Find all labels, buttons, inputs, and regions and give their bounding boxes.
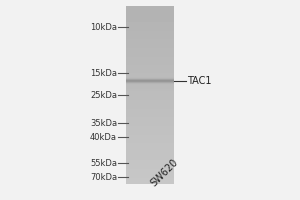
Text: 40kDa: 40kDa bbox=[90, 132, 117, 142]
Text: 55kDa: 55kDa bbox=[90, 158, 117, 168]
Text: 35kDa: 35kDa bbox=[90, 118, 117, 128]
Text: TAC1: TAC1 bbox=[188, 76, 212, 86]
Text: SW620: SW620 bbox=[149, 157, 180, 188]
Text: 10kDa: 10kDa bbox=[90, 22, 117, 31]
Text: 15kDa: 15kDa bbox=[90, 68, 117, 77]
Text: 70kDa: 70kDa bbox=[90, 172, 117, 182]
Text: 25kDa: 25kDa bbox=[90, 90, 117, 99]
